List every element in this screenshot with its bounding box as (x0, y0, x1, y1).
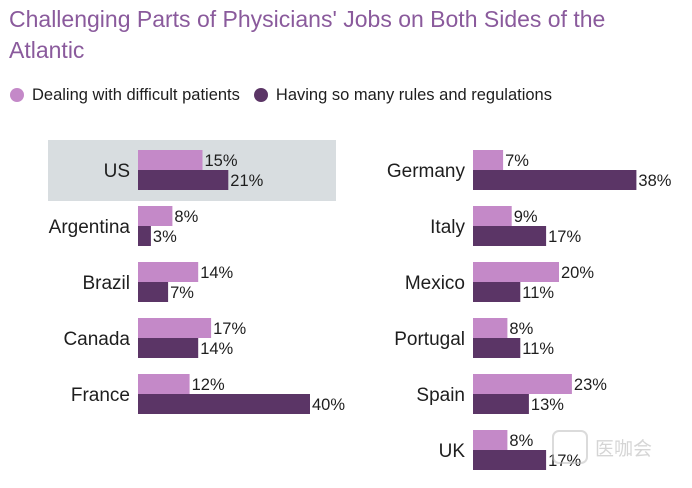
bar-rules-regulations-mexico (473, 282, 521, 302)
category-label-us: US (104, 161, 130, 182)
value-label-rules-regulations-canada: 14% (200, 340, 233, 358)
category-label-canada: Canada (63, 329, 130, 350)
value-label-rules-regulations-mexico: 11% (522, 284, 554, 302)
category-label-mexico: Mexico (405, 273, 465, 294)
value-label-rules-regulations-us: 21% (230, 172, 263, 190)
bar-rules-regulations-italy (473, 226, 547, 246)
bar-rules-regulations-france (138, 394, 310, 414)
value-label-difficult-patients-spain: 23% (574, 376, 607, 394)
legend: Dealing with difficult patients Having s… (10, 84, 566, 106)
bar-difficult-patients-brazil (138, 262, 199, 282)
bar-difficult-patients-us (138, 150, 203, 170)
category-label-germany: Germany (387, 161, 466, 182)
value-label-difficult-patients-argentina: 8% (174, 208, 198, 226)
category-label-brazil: Brazil (82, 273, 130, 294)
bar-difficult-patients-uk (473, 430, 508, 450)
value-label-difficult-patients-uk: 8% (509, 432, 533, 450)
category-label-italy: Italy (430, 217, 465, 238)
value-label-difficult-patients-portugal: 8% (509, 320, 533, 338)
category-label-portugal: Portugal (394, 329, 465, 350)
bar-difficult-patients-canada (138, 318, 212, 338)
bar-difficult-patients-argentina (138, 206, 173, 226)
value-label-rules-regulations-argentina: 3% (153, 228, 177, 246)
bar-rules-regulations-us (138, 170, 229, 190)
bar-rules-regulations-spain (473, 394, 529, 414)
value-label-difficult-patients-germany: 7% (505, 152, 529, 170)
watermark-logo (552, 430, 588, 464)
bar-difficult-patients-italy (473, 206, 512, 226)
bar-difficult-patients-germany (473, 150, 504, 170)
legend-item-rules-regulations: Having so many rules and regulations (253, 85, 552, 105)
value-label-difficult-patients-us: 15% (205, 152, 238, 170)
value-label-difficult-patients-france: 12% (192, 376, 225, 394)
value-label-rules-regulations-uk: 17% (548, 452, 581, 470)
value-label-rules-regulations-spain: 13% (531, 396, 564, 414)
category-label-france: France (71, 385, 130, 406)
value-label-rules-regulations-france: 40% (312, 396, 345, 414)
value-label-rules-regulations-italy: 17% (548, 228, 581, 246)
bar-rules-regulations-canada (138, 338, 199, 358)
bar-rules-regulations-argentina (138, 226, 151, 246)
value-label-difficult-patients-brazil: 14% (200, 264, 233, 282)
bar-difficult-patients-spain (473, 374, 572, 394)
value-label-rules-regulations-portugal: 11% (522, 340, 554, 358)
bar-rules-regulations-germany (473, 170, 637, 190)
legend-swatch-difficult-patients (10, 88, 24, 102)
bar-rules-regulations-uk (473, 450, 547, 470)
bar-difficult-patients-mexico (473, 262, 559, 282)
value-label-rules-regulations-germany: 38% (638, 172, 671, 190)
legend-label-difficult-patients: Dealing with difficult patients (32, 85, 240, 104)
chart-title: Challenging Parts of Physicians' Jobs on… (9, 6, 606, 63)
watermark-text: 医咖会 (595, 438, 652, 460)
value-label-difficult-patients-canada: 17% (213, 320, 246, 338)
category-label-uk: UK (439, 441, 466, 462)
bar-difficult-patients-france (138, 374, 190, 394)
value-label-difficult-patients-mexico: 20% (561, 264, 594, 282)
bar-rules-regulations-brazil (138, 282, 169, 302)
legend-label-rules-regulations: Having so many rules and regulations (275, 85, 552, 104)
category-label-spain: Spain (416, 385, 465, 406)
value-label-rules-regulations-brazil: 7% (170, 284, 194, 302)
legend-item-difficult-patients: Dealing with difficult patients (10, 86, 240, 105)
bar-difficult-patients-portugal (473, 318, 508, 338)
value-label-difficult-patients-italy: 9% (514, 208, 538, 226)
category-label-argentina: Argentina (49, 217, 131, 238)
bar-rules-regulations-portugal (473, 338, 521, 358)
legend-swatch-rules-regulations (253, 88, 268, 102)
